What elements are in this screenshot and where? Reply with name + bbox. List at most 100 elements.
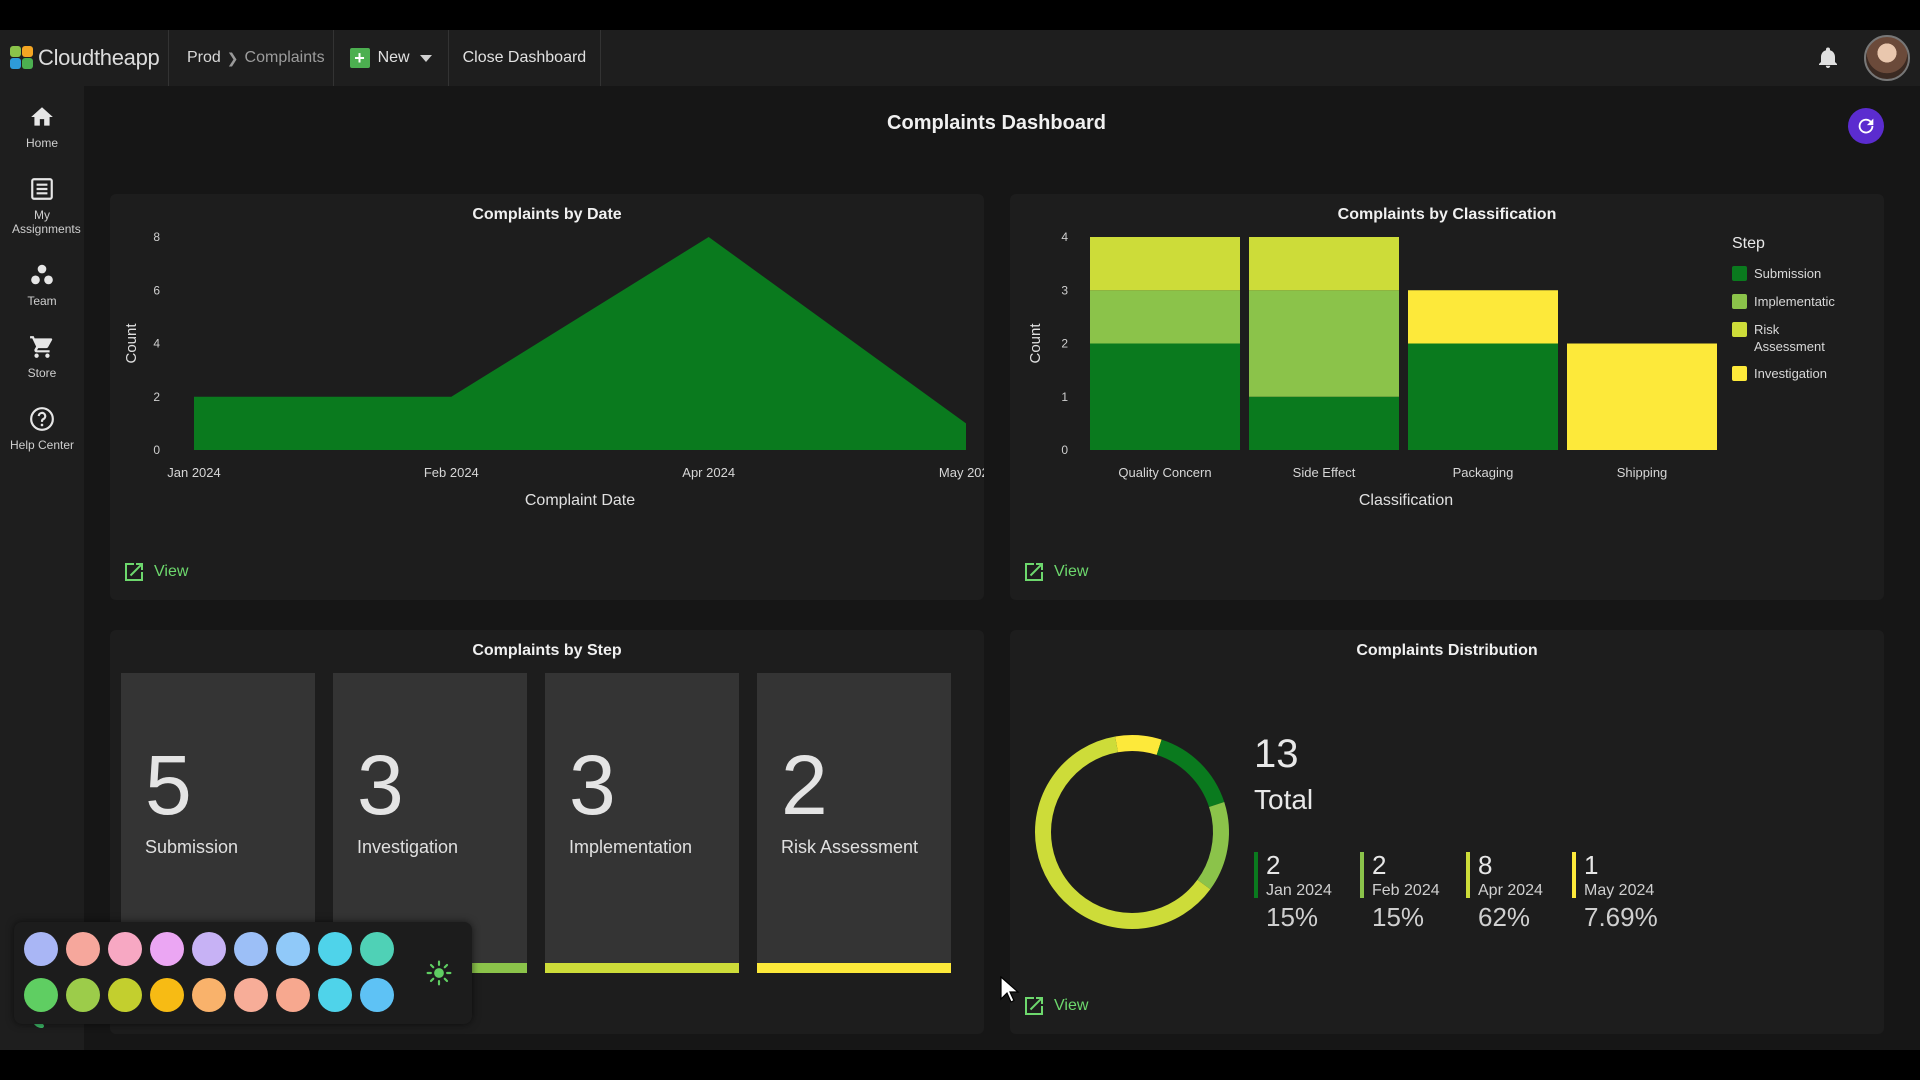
slice-count: 2: [1372, 850, 1387, 880]
legend-swatch: [1732, 294, 1747, 309]
chevron-down-icon: [419, 54, 432, 62]
avatar[interactable]: [1864, 35, 1910, 81]
distribution-item: 1 May 2024 7.69%: [1572, 850, 1672, 932]
color-swatch[interactable]: [276, 978, 310, 1012]
color-swatch[interactable]: [276, 932, 310, 966]
donut-slice[interactable]: [1032, 732, 1232, 932]
color-swatch[interactable]: [66, 932, 100, 966]
color-swatch[interactable]: [360, 978, 394, 1012]
y-tick-label: 2: [153, 390, 160, 404]
sidebar-item-label: Help Center: [9, 438, 75, 452]
color-swatch[interactable]: [108, 978, 142, 1012]
sidebar-item-team[interactable]: Team: [0, 262, 84, 308]
step-count: 3: [357, 738, 404, 832]
chart-title: Complaints Distribution: [1356, 642, 1538, 659]
divider: [600, 30, 602, 86]
slice-count: 2: [1266, 850, 1281, 880]
step-color-bar: [757, 963, 951, 973]
divider: [447, 30, 449, 86]
x-tick-label: Packaging: [1453, 465, 1514, 480]
x-axis-label: Complaint Date: [525, 492, 635, 509]
breadcrumb-complaints[interactable]: Complaints: [244, 49, 325, 66]
open-external-icon: [125, 563, 143, 581]
logo-icon: [10, 46, 34, 70]
donut-slice[interactable]: [1032, 732, 1232, 932]
distribution-item: 2 Feb 2024 15%: [1360, 850, 1460, 932]
y-tick-label: 4: [1061, 230, 1068, 244]
y-tick-label: 0: [153, 443, 160, 457]
bar-segment[interactable]: [1249, 396, 1399, 450]
bar-segment[interactable]: [1249, 290, 1399, 397]
color-swatch[interactable]: [150, 978, 184, 1012]
legend-title: Step: [1732, 235, 1765, 252]
bar-segment[interactable]: [1090, 343, 1240, 451]
step-tile-risk-assessment[interactable]: 2 Risk Assessment: [757, 673, 951, 973]
top-bar: Cloudtheapp Prod ❯ Complaints + New Clos…: [0, 30, 1920, 86]
card-complaints-by-classification: Complaints by Classification 0 1 2 3 4 Qualit…: [1010, 194, 1884, 600]
step-label: Investigation: [357, 837, 459, 857]
sidebar-item-label: Store: [27, 366, 57, 380]
color-swatch[interactable]: [318, 932, 352, 966]
color-swatch[interactable]: [66, 978, 100, 1012]
color-swatch[interactable]: [192, 932, 226, 966]
new-button[interactable]: + New: [334, 30, 448, 86]
legend-label: Investigation: [1754, 366, 1827, 381]
bar-segment[interactable]: [1249, 237, 1399, 291]
refresh-button[interactable]: [1848, 108, 1884, 144]
chart-title: Complaints by Classification: [1337, 206, 1557, 223]
color-swatch[interactable]: [150, 932, 184, 966]
app-logo[interactable]: Cloudtheapp: [0, 30, 168, 86]
step-label: Submission: [145, 837, 239, 857]
y-axis-label: Count: [123, 323, 140, 364]
sidebar-item-home[interactable]: Home: [0, 104, 84, 150]
x-tick-label: Feb 2024: [424, 465, 479, 480]
chart-title: Complaints by Date: [472, 206, 622, 223]
color-swatch[interactable]: [24, 932, 58, 966]
slice-label: Jan 2024: [1266, 882, 1332, 899]
view-link[interactable]: View: [122, 560, 188, 584]
donut-slice[interactable]: [1032, 732, 1232, 932]
area-series[interactable]: [194, 237, 966, 450]
y-tick-label: 8: [153, 230, 160, 244]
sidebar-item-my-assignments[interactable]: My Assignments: [0, 176, 84, 236]
color-swatch[interactable]: [360, 932, 394, 966]
open-external-icon: [1025, 997, 1043, 1015]
bar-segment[interactable]: [1408, 290, 1558, 344]
close-dashboard-button[interactable]: Close Dashboard: [462, 49, 587, 66]
sidebar-item-help-center[interactable]: Help Center: [0, 406, 84, 452]
bell-icon[interactable]: [1816, 46, 1840, 70]
color-swatch[interactable]: [318, 978, 352, 1012]
bar-segment[interactable]: [1090, 237, 1240, 291]
distribution-item: 8 Apr 2024 62%: [1466, 850, 1566, 932]
chevron-right-icon: ❯: [226, 49, 239, 66]
legend-swatch: [1732, 322, 1747, 337]
legend-label: Submission: [1754, 266, 1821, 281]
color-swatch[interactable]: [24, 978, 58, 1012]
y-tick-label: 2: [1061, 337, 1068, 351]
x-tick-label: May 2024: [939, 465, 984, 480]
sidebar-item-store[interactable]: Store: [0, 334, 84, 380]
color-swatch[interactable]: [234, 978, 268, 1012]
color-swatch[interactable]: [234, 932, 268, 966]
help-icon: [30, 407, 54, 431]
sidebar-item-label: Home: [25, 136, 58, 150]
view-link[interactable]: View: [1022, 560, 1088, 584]
step-tile-implementation[interactable]: 3 Implementation: [545, 673, 739, 973]
view-link-label: View: [1054, 563, 1089, 580]
color-swatch[interactable]: [192, 978, 226, 1012]
color-swatch[interactable]: [108, 932, 142, 966]
card-complaints-distribution: Complaints Distribution 13 Total 2 Jan 20…: [1010, 630, 1884, 1034]
step-count: 2: [781, 738, 828, 832]
x-tick-label: Side Effect: [1293, 465, 1356, 480]
x-tick-label: Apr 2024: [682, 465, 735, 480]
bar-segment[interactable]: [1090, 290, 1240, 344]
refresh-icon: [1858, 118, 1874, 134]
bar-segment[interactable]: [1567, 343, 1717, 451]
donut-slice[interactable]: [1032, 732, 1232, 932]
view-link[interactable]: View: [1022, 994, 1088, 1018]
breadcrumb-prod[interactable]: Prod: [187, 49, 221, 66]
slice-count: 1: [1584, 850, 1599, 880]
sun-icon[interactable]: [426, 960, 452, 986]
new-button-label: New: [377, 49, 410, 66]
bar-segment[interactable]: [1408, 343, 1558, 451]
